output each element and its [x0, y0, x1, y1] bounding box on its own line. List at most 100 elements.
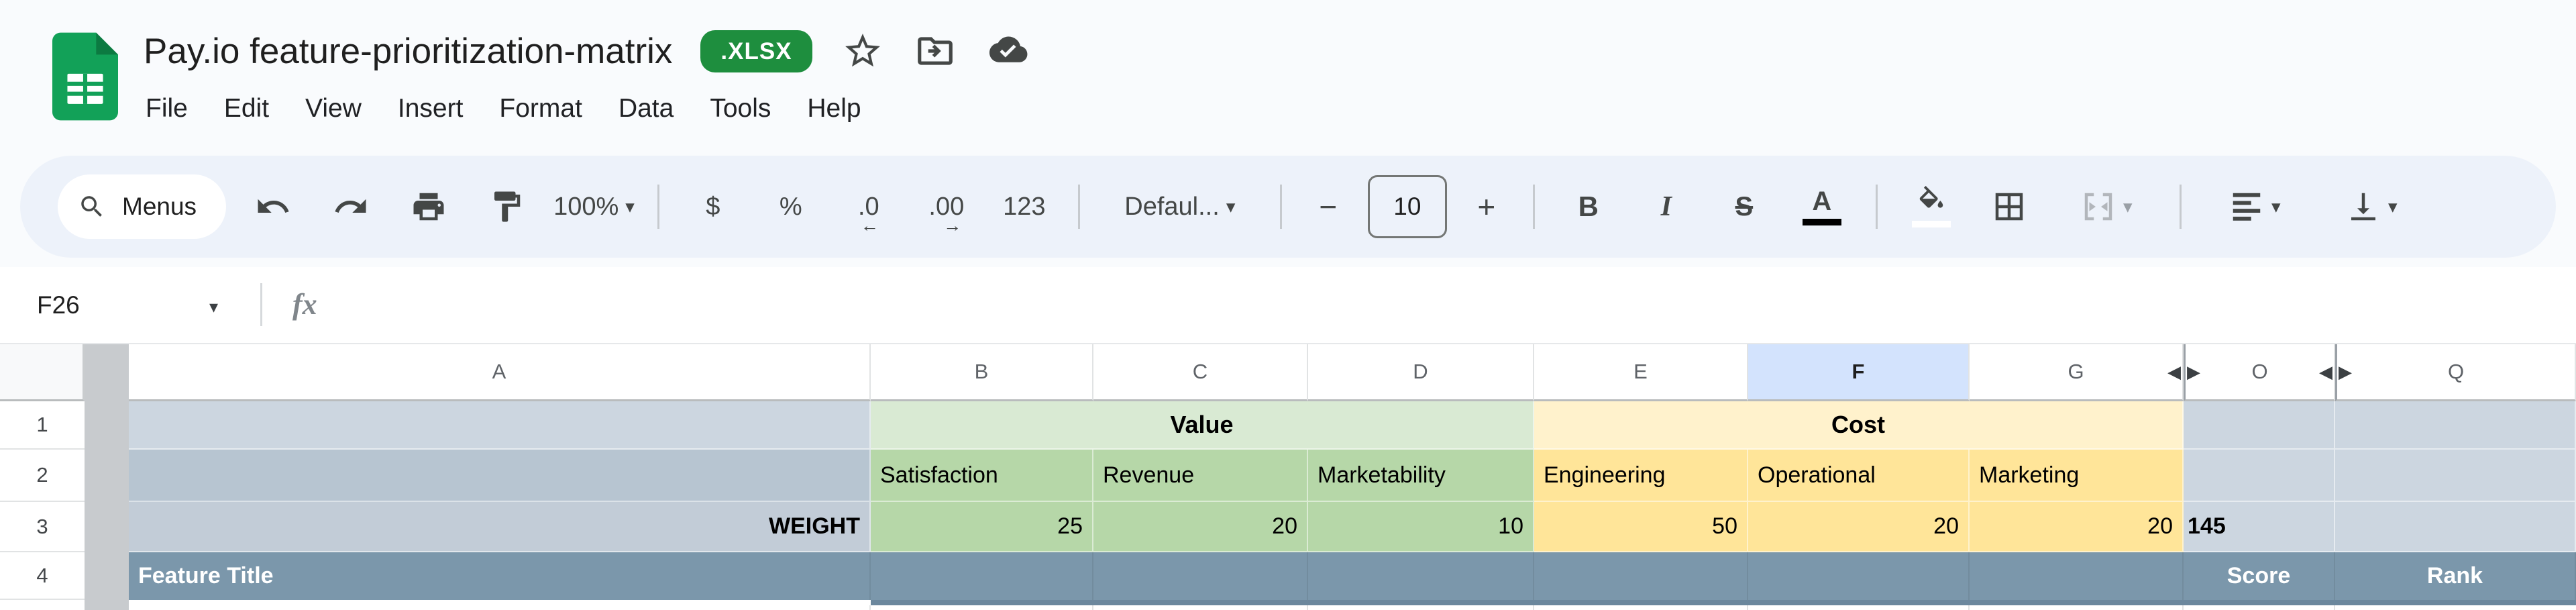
cell-D4[interactable]	[1308, 552, 1534, 600]
expand-group-icon[interactable]: ▶	[2339, 361, 2352, 382]
cell-Q1[interactable]	[2335, 401, 2576, 450]
format-percent-button[interactable]: %	[760, 174, 822, 239]
column-header-O[interactable]: ▶ O ◀	[2184, 344, 2335, 401]
cell-C4[interactable]	[1093, 552, 1308, 600]
cell-weight-total[interactable]: 145	[2184, 502, 2335, 552]
collapse-group-icon[interactable]: ◀	[2319, 361, 2332, 382]
cell-A1[interactable]	[129, 401, 871, 450]
cell-F4[interactable]	[1748, 552, 1970, 600]
menu-data[interactable]: Data	[618, 94, 674, 123]
italic-button[interactable]: I	[1635, 174, 1697, 239]
font-family-select[interactable]: Defaul... ▾	[1103, 174, 1257, 239]
redo-button[interactable]	[320, 174, 382, 239]
font-size-input[interactable]: 10	[1367, 175, 1447, 238]
cell-feature-title[interactable]: Feature Title	[129, 552, 871, 600]
column-header-D[interactable]: D	[1308, 344, 1534, 401]
cell-operational[interactable]: Operational	[1748, 450, 1970, 502]
vertical-align-button[interactable]: ▾	[2321, 174, 2422, 239]
font-family-value: Defaul...	[1124, 192, 1220, 221]
menubar: File Edit View Insert Format Data Tools …	[127, 87, 879, 130]
cell-engineering[interactable]: Engineering	[1534, 450, 1748, 502]
text-color-button[interactable]: A	[1791, 174, 1853, 239]
format-currency-button[interactable]: $	[682, 174, 744, 239]
cell-A2[interactable]	[129, 450, 871, 502]
column-header-Q[interactable]: ▶ Q	[2335, 344, 2576, 401]
cell-weight-revenue[interactable]: 20	[1093, 502, 1308, 552]
cell-value-header[interactable]: Value	[871, 401, 1534, 450]
cell-Q3[interactable]	[2335, 502, 2576, 552]
cell-weight-label[interactable]: WEIGHT	[129, 502, 871, 552]
row-header-2[interactable]: 2	[0, 450, 85, 502]
decrease-decimal-button[interactable]: .0 ←	[838, 174, 900, 239]
document-title[interactable]: Pay.io feature-prioritization-matrix	[144, 31, 673, 71]
increase-font-size-button[interactable]: +	[1463, 174, 1510, 239]
zoom-select[interactable]: 100% ▾	[553, 174, 635, 239]
menu-edit[interactable]: Edit	[223, 94, 270, 123]
horizontal-align-button[interactable]: ▾	[2204, 174, 2305, 239]
cell-satisfaction[interactable]: Satisfaction	[871, 450, 1093, 502]
cell-Q2[interactable]	[2335, 450, 2576, 502]
cell-score-label[interactable]: Score	[2184, 552, 2335, 600]
bold-button[interactable]: B	[1558, 174, 1619, 239]
cell-B4[interactable]	[871, 552, 1093, 600]
cell-weight-engineering[interactable]: 50	[1534, 502, 1748, 552]
fx-icon: fx	[292, 287, 317, 321]
column-header-C[interactable]: C	[1093, 344, 1308, 401]
toolbar-divider	[657, 185, 659, 229]
document-status-button[interactable]	[985, 29, 1030, 73]
menu-format[interactable]: Format	[499, 94, 582, 123]
frozen-rows-divider[interactable]	[871, 600, 2576, 605]
document-title-row: Pay.io feature-prioritization-matrix .XL…	[144, 20, 1030, 82]
align-left-icon	[2233, 193, 2261, 221]
more-formats-button[interactable]: 123	[994, 174, 1055, 239]
cell-cost-header[interactable]: Cost	[1534, 401, 2184, 450]
print-button[interactable]	[398, 174, 460, 239]
strikethrough-button[interactable]: S	[1713, 174, 1775, 239]
cell-O1[interactable]	[2184, 401, 2335, 450]
menu-view[interactable]: View	[305, 94, 362, 123]
collapse-group-icon[interactable]: ◀	[2167, 361, 2181, 382]
toolbar-divider	[1279, 185, 1282, 229]
increase-decimal-button[interactable]: .00 →	[916, 174, 977, 239]
move-button[interactable]	[913, 29, 957, 73]
fill-color-button[interactable]	[1900, 174, 1962, 239]
select-all-corner[interactable]	[0, 344, 85, 401]
redo-icon	[335, 199, 366, 213]
expand-group-icon[interactable]: ▶	[2187, 361, 2200, 382]
borders-button[interactable]	[1978, 174, 2040, 239]
cell-rank-label[interactable]: Rank	[2335, 552, 2576, 600]
cloud-check-icon	[989, 36, 1027, 62]
undo-button[interactable]	[242, 174, 304, 239]
cell-E4[interactable]	[1534, 552, 1748, 600]
cell-marketing[interactable]: Marketing	[1970, 450, 2184, 502]
menus-search-button[interactable]: Menus	[58, 174, 227, 239]
cell-revenue[interactable]: Revenue	[1093, 450, 1308, 502]
sheets-logo-icon[interactable]	[52, 32, 118, 121]
cell-G4[interactable]	[1970, 552, 2184, 600]
menu-file[interactable]: File	[146, 94, 188, 123]
menu-insert[interactable]: Insert	[397, 94, 464, 123]
name-box[interactable]: F26	[37, 291, 80, 319]
column-header-B[interactable]: B	[871, 344, 1093, 401]
merge-cells-button[interactable]: ▾	[2056, 174, 2157, 239]
decrease-decimal-icon: .0 ←	[857, 192, 879, 236]
column-header-E[interactable]: E	[1534, 344, 1748, 401]
cell-marketability[interactable]: Marketability	[1308, 450, 1534, 502]
cell-weight-marketing[interactable]: 20	[1970, 502, 2184, 552]
star-button[interactable]	[841, 29, 885, 73]
cell-O2[interactable]	[2184, 450, 2335, 502]
row-header-1[interactable]: 1	[0, 401, 85, 450]
column-header-G[interactable]: G ◀	[1970, 344, 2184, 401]
name-box-caret-icon[interactable]: ▾	[209, 297, 219, 317]
column-header-A[interactable]: A	[129, 344, 871, 401]
cell-weight-satisfaction[interactable]: 25	[871, 502, 1093, 552]
row-header-4[interactable]: 4	[0, 552, 85, 600]
row-header-3[interactable]: 3	[0, 502, 85, 552]
decrease-font-size-button[interactable]: −	[1305, 174, 1352, 239]
cell-weight-marketability[interactable]: 10	[1308, 502, 1534, 552]
cell-weight-operational[interactable]: 20	[1748, 502, 1970, 552]
menu-help[interactable]: Help	[807, 94, 861, 123]
menu-tools[interactable]: Tools	[710, 94, 771, 123]
column-header-F-selected[interactable]: F	[1748, 344, 1970, 401]
paint-format-button[interactable]	[476, 174, 537, 239]
